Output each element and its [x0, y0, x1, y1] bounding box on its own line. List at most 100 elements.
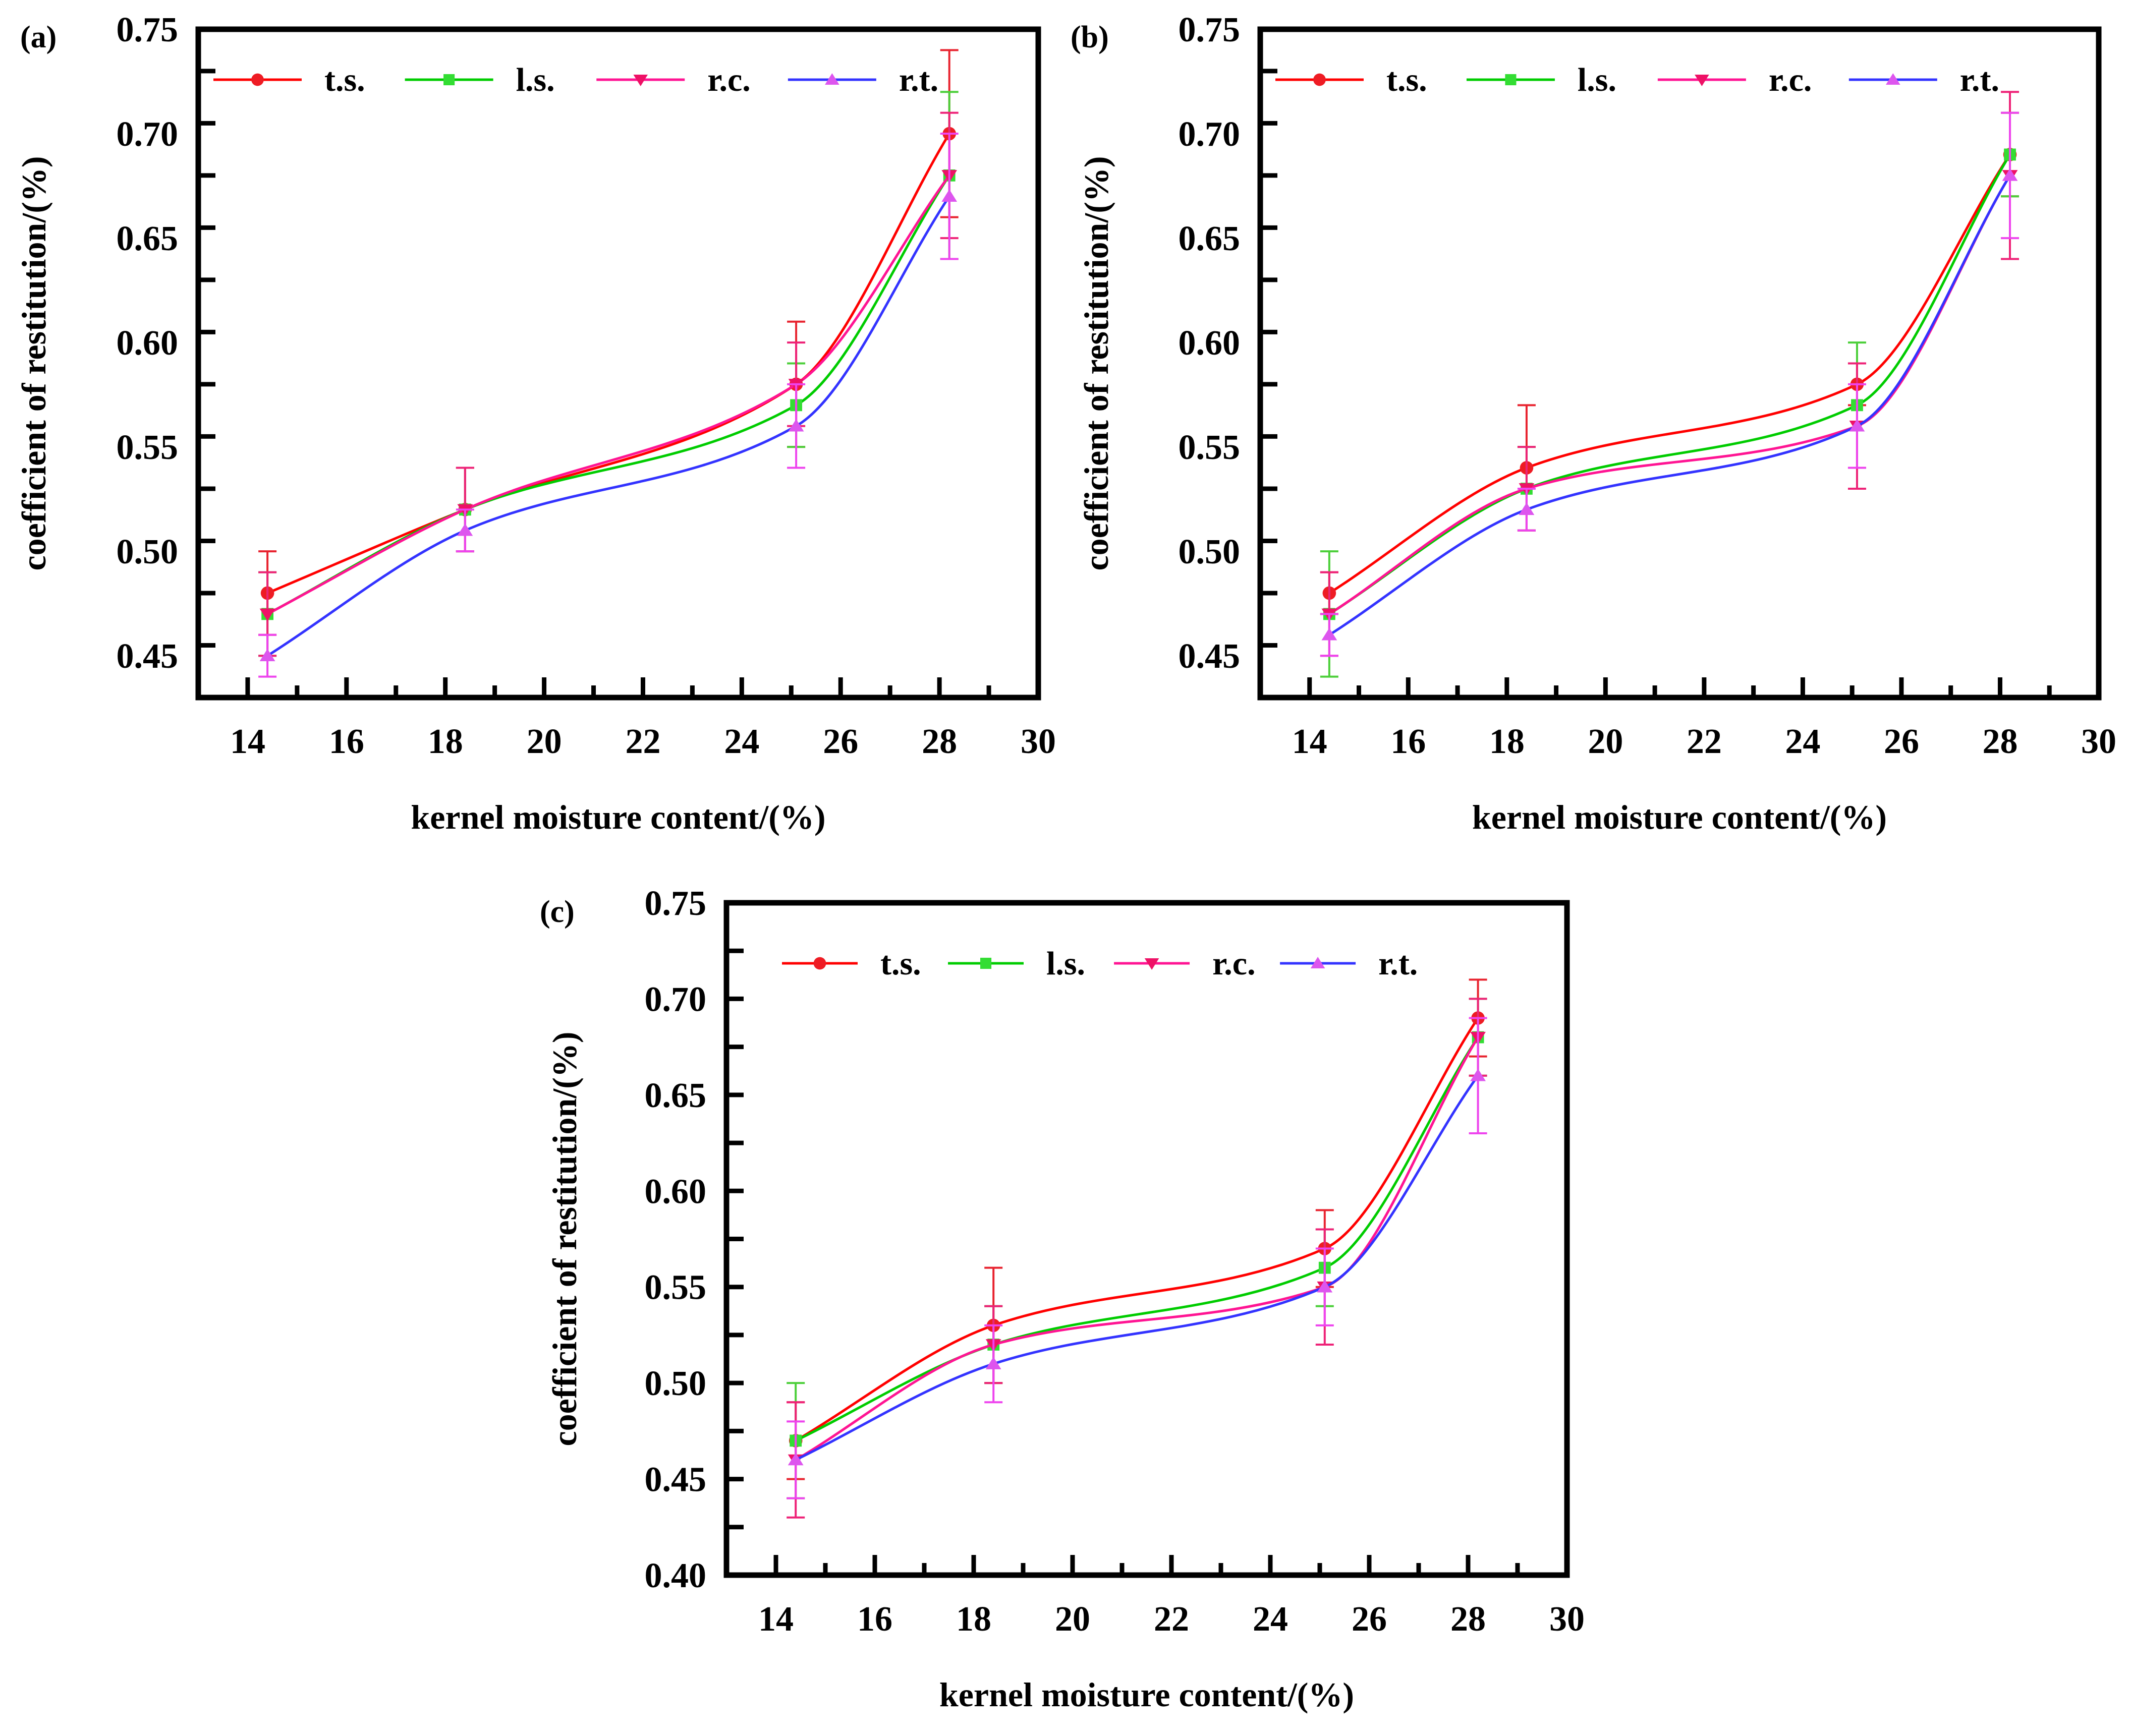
y-axis-title: coefficient of restitution/(%): [15, 156, 53, 570]
data-point: [1317, 1280, 1333, 1293]
legend-marker: [825, 73, 839, 85]
series-line: [1328, 175, 2011, 636]
data-point: [457, 523, 473, 536]
x-tick-label: 20: [527, 722, 562, 761]
legend-label: t.s.: [324, 62, 365, 98]
y-tick-label: 0.40: [645, 1556, 707, 1595]
legend-label: r.t.: [899, 62, 938, 98]
legend: t.s. l.s. r.c. r.t.: [1275, 62, 1999, 98]
data-point: [1519, 502, 1535, 515]
x-tick-label: 16: [329, 722, 364, 761]
legend-marker: [1144, 958, 1159, 970]
panel-label: (b): [1071, 20, 1109, 54]
y-tick-label: 0.70: [1179, 115, 1241, 154]
legend-marker: [443, 74, 455, 86]
data-point: [1849, 419, 1865, 432]
x-tick-label: 30: [2081, 722, 2116, 761]
series-line: [795, 1036, 1479, 1461]
x-tick-label: 14: [1292, 722, 1327, 761]
y-tick-label: 0.75: [117, 11, 179, 49]
legend-label: t.s.: [880, 945, 921, 982]
y-tick-label: 0.70: [117, 115, 179, 154]
series-line: [1328, 154, 2011, 615]
legend-marker: [1310, 957, 1325, 969]
x-tick-label: 18: [956, 1600, 991, 1639]
legend: t.s. l.s. r.c. r.t.: [213, 62, 938, 98]
y-tick-label: 0.45: [645, 1461, 707, 1499]
data-point: [941, 189, 958, 202]
series-line: [1328, 154, 2011, 595]
legend-marker: [1695, 74, 1709, 86]
y-tick-label: 0.65: [645, 1076, 707, 1115]
x-tick-label: 20: [1055, 1600, 1090, 1639]
series-line: [266, 195, 950, 657]
x-tick-label: 22: [625, 722, 660, 761]
x-tick-label: 18: [428, 722, 463, 761]
y-tick-label: 0.45: [117, 637, 179, 676]
series-line: [795, 1017, 1479, 1442]
x-tick-label: 24: [1785, 722, 1820, 761]
series-line: [267, 133, 950, 595]
series-line: [1328, 175, 2011, 615]
chart-panel-b: 0.45 0.50 0.55 0.60 0.65 0.70 0.75 14 16 18 20 22 24…: [1071, 11, 2116, 836]
y-axis-title: coefficient of restitution/(%): [1077, 156, 1115, 570]
x-tick-label: 28: [1450, 1600, 1486, 1639]
legend-marker: [1886, 73, 1900, 85]
data-point: [259, 649, 275, 661]
x-axis-title: kernel moisture content/(%): [411, 798, 825, 836]
x-tick-label: 16: [1390, 722, 1426, 761]
data-point: [1321, 627, 1337, 641]
x-axis-title: kernel moisture content/(%): [1472, 798, 1887, 836]
x-tick-label: 24: [1253, 1600, 1288, 1639]
x-tick-label: 18: [1489, 722, 1525, 761]
x-axis-title: kernel moisture content/(%): [939, 1675, 1354, 1714]
y-tick-label: 0.75: [645, 884, 707, 923]
legend: t.s. l.s. r.c. r.t.: [782, 945, 1418, 982]
x-tick-label: 22: [1154, 1600, 1189, 1639]
x-tick-label: 26: [823, 722, 858, 761]
x-tick-label: 28: [1982, 722, 2017, 761]
legend-marker: [813, 957, 826, 970]
legend-label: r.c.: [1212, 945, 1256, 982]
series-rt: [258, 133, 959, 678]
y-tick-label: 0.60: [117, 324, 179, 363]
x-tick-label: 14: [230, 722, 265, 761]
panel-label: (c): [540, 895, 575, 929]
y-tick-label: 0.50: [1179, 533, 1241, 571]
panel-label: (a): [20, 20, 57, 54]
x-tick-label: 24: [724, 722, 759, 761]
y-tick-label: 0.55: [645, 1268, 707, 1307]
legend-marker: [980, 957, 992, 969]
x-tick-label: 28: [922, 722, 957, 761]
y-axis-title: coefficient of restitution/(%): [545, 1031, 584, 1446]
legend-label: t.s.: [1386, 62, 1427, 98]
data-point: [2002, 168, 2018, 181]
legend-label: l.s.: [1578, 62, 1616, 98]
y-tick-label: 0.75: [1179, 11, 1241, 49]
series-rc: [1320, 91, 2020, 657]
series-rc: [258, 111, 959, 657]
x-tick-label: 16: [857, 1600, 892, 1639]
x-tick-label: 26: [1352, 1600, 1387, 1639]
y-tick-label: 0.65: [1179, 219, 1241, 258]
x-tick-label: 20: [1588, 722, 1623, 761]
legend-label: r.t.: [1378, 945, 1418, 982]
series-rt: [787, 1017, 1487, 1499]
legend-marker: [251, 73, 264, 86]
series-line: [795, 1036, 1479, 1442]
data-point: [985, 1357, 1001, 1369]
y-tick-label: 0.45: [1179, 637, 1241, 676]
legend-label: r.c.: [1769, 62, 1812, 98]
x-tick-label: 30: [1549, 1600, 1585, 1639]
series-ls: [258, 91, 959, 657]
chart-panel-a: 0.45 0.50 0.55 0.60 0.65 0.70 0.75 14 16 18 20 22 24…: [15, 11, 1056, 836]
legend-label: l.s.: [516, 62, 555, 98]
series-rt: [1320, 111, 2020, 657]
legend-label: l.s.: [1046, 945, 1085, 982]
y-tick-label: 0.60: [645, 1172, 707, 1211]
y-tick-label: 0.55: [1179, 428, 1241, 467]
legend-marker: [633, 74, 648, 86]
data-point: [788, 419, 804, 432]
y-tick-label: 0.70: [645, 980, 707, 1019]
plot-frame: [723, 900, 1570, 1578]
